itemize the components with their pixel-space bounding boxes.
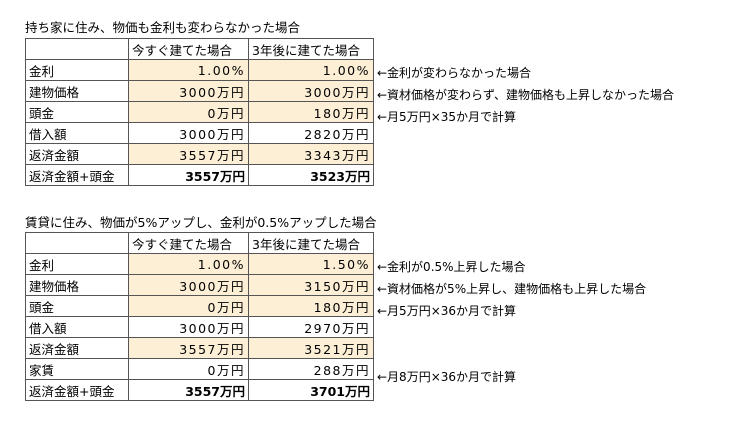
table-row: 借入額 3000万円 2970万円: [25, 316, 374, 338]
row-label: 返済金額+頭金: [25, 164, 129, 186]
row-note: ←月5万円×35か月で計算: [377, 110, 517, 124]
row-note: ←金利が0.5%上昇した場合: [377, 260, 526, 274]
table-row: 返済金額+頭金 3557万円 3701万円: [25, 379, 374, 401]
table-row: 借入額 3000万円 2820万円: [25, 122, 374, 144]
row-label: 返済金額: [25, 143, 129, 165]
header-cell: 今すぐ建てた場合: [128, 38, 249, 60]
now-value: 0万円: [128, 358, 249, 380]
table-row: 返済金額 3557万円 3343万円: [25, 143, 374, 165]
header-cell: 3年後に建てた場合: [248, 38, 374, 60]
now-value: 3557万円: [128, 164, 249, 186]
row-label: 頭金: [25, 295, 129, 317]
later-value: 3521万円: [248, 337, 374, 359]
table-row: 建物価格 3000万円 3150万円: [25, 274, 374, 296]
table-row: 金利 1.00% 1.00%: [25, 59, 374, 81]
later-value: 3701万円: [248, 379, 374, 401]
now-value: 3557万円: [128, 379, 249, 401]
later-value: 288万円: [248, 358, 374, 380]
now-value: 0万円: [128, 101, 249, 123]
now-value: 1.00%: [128, 253, 249, 275]
header-cell: [25, 232, 129, 254]
row-label: 建物価格: [25, 274, 129, 296]
section-title: 持ち家に住み、物価も金利も変わらなかった場合: [25, 20, 301, 35]
row-note: ←月5万円×36か月で計算: [377, 304, 517, 318]
later-value: 1.50%: [248, 253, 374, 275]
row-note: ←金利が変わらなかった場合: [377, 66, 532, 80]
now-value: 3000万円: [128, 80, 249, 102]
later-value: 2970万円: [248, 316, 374, 338]
header-cell: [25, 38, 129, 60]
later-value: 2820万円: [248, 122, 374, 144]
row-note: ←資材価格が変わらず、建物価格も上昇しなかった場合: [377, 88, 674, 102]
comparison-table: 今すぐ建てた場合 3年後に建てた場合 金利 1.00% 1.50% 建物価格 3000万円 3…: [25, 232, 374, 401]
comparison-table: 今すぐ建てた場合 3年後に建てた場合 金利 1.00% 1.00% 建物価格 3000万円 3…: [25, 38, 374, 186]
row-label: 金利: [25, 59, 129, 81]
later-value: 180万円: [248, 101, 374, 123]
table-row: 金利 1.00% 1.50%: [25, 253, 374, 275]
later-value: 1.00%: [248, 59, 374, 81]
now-value: 0万円: [128, 295, 249, 317]
row-note: ←月8万円×36か月で計算: [377, 370, 517, 384]
now-value: 3557万円: [128, 143, 249, 165]
now-value: 3000万円: [128, 122, 249, 144]
table-row: 返済金額 3557万円 3521万円: [25, 337, 374, 359]
now-value: 1.00%: [128, 59, 249, 81]
row-label: 家賃: [25, 358, 129, 380]
row-label: 頭金: [25, 101, 129, 123]
later-value: 180万円: [248, 295, 374, 317]
header-cell: 今すぐ建てた場合: [128, 232, 249, 254]
section-title: 賃貸に住み、物価が5%アップし、金利が0.5%アップした場合: [25, 215, 377, 230]
row-label: 返済金額: [25, 337, 129, 359]
now-value: 3557万円: [128, 337, 249, 359]
now-value: 3000万円: [128, 274, 249, 296]
row-label: 借入額: [25, 122, 129, 144]
table-row: 家賃 0万円 288万円: [25, 358, 374, 380]
later-value: 3523万円: [248, 164, 374, 186]
row-label: 金利: [25, 253, 129, 275]
header-cell: 3年後に建てた場合: [248, 232, 374, 254]
row-note: ←資材価格が5%上昇し、建物価格も上昇した場合: [377, 282, 647, 296]
table-row: 頭金 0万円 180万円: [25, 295, 374, 317]
header-row: 今すぐ建てた場合 3年後に建てた場合: [25, 232, 374, 254]
now-value: 3000万円: [128, 316, 249, 338]
table-row: 頭金 0万円 180万円: [25, 101, 374, 123]
header-row: 今すぐ建てた場合 3年後に建てた場合: [25, 38, 374, 60]
row-label: 借入額: [25, 316, 129, 338]
table-row: 返済金額+頭金 3557万円 3523万円: [25, 164, 374, 186]
later-value: 3150万円: [248, 274, 374, 296]
row-label: 返済金額+頭金: [25, 379, 129, 401]
later-value: 3343万円: [248, 143, 374, 165]
row-label: 建物価格: [25, 80, 129, 102]
table-row: 建物価格 3000万円 3000万円: [25, 80, 374, 102]
later-value: 3000万円: [248, 80, 374, 102]
